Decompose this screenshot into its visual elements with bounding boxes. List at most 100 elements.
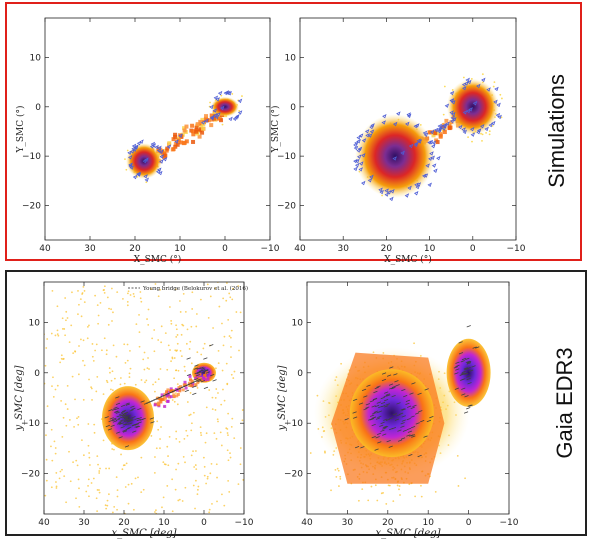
star-point	[481, 139, 483, 142]
star-point	[166, 445, 169, 448]
star-point	[52, 376, 54, 379]
proper-motion-vector	[120, 411, 126, 414]
star-point	[215, 463, 218, 466]
star-point	[197, 485, 200, 488]
proper-motion-vector	[127, 426, 132, 429]
proper-motion-vector	[464, 372, 469, 375]
velocity-vector	[354, 162, 360, 168]
star-point	[171, 356, 174, 359]
velocity-vector	[384, 188, 389, 193]
star-point	[121, 468, 124, 471]
proper-motion-vector	[389, 387, 394, 390]
star-point	[98, 489, 100, 491]
density-cell	[200, 117, 205, 122]
velocity-vector	[353, 166, 358, 172]
velocity-vector	[416, 182, 422, 187]
bridge-cell	[201, 378, 205, 382]
star-point	[66, 317, 69, 319]
star-point	[78, 303, 80, 306]
star-point	[142, 358, 145, 361]
star-point	[214, 397, 217, 399]
star-point	[102, 393, 105, 396]
velocity-vector	[389, 196, 394, 202]
star-point	[186, 434, 189, 437]
star-point	[55, 485, 58, 488]
proper-motion-vector	[372, 398, 377, 401]
velocity-vector	[166, 144, 172, 149]
proper-motion-vector	[197, 378, 202, 381]
proper-motion-vector	[126, 418, 131, 421]
star-point	[112, 344, 115, 347]
star-point	[87, 484, 89, 487]
x-axis-label: X_SMC (°)	[134, 254, 182, 265]
star-point	[66, 384, 69, 387]
velocity-vector	[174, 139, 179, 144]
velocity-vector	[131, 143, 137, 149]
proper-motion-vector	[472, 346, 477, 349]
star-point	[61, 435, 64, 438]
bridge-cell	[160, 393, 164, 397]
velocity-vector	[458, 124, 463, 130]
star-point	[223, 399, 226, 402]
proper-motion-vector	[134, 425, 139, 428]
star-point	[190, 362, 193, 365]
bridge-cell	[188, 374, 192, 378]
axes-frame	[43, 281, 245, 515]
star-point	[181, 500, 184, 502]
star-point	[175, 392, 177, 395]
velocity-vector	[353, 158, 358, 164]
velocity-vector	[226, 90, 231, 96]
proper-motion-vector	[455, 361, 460, 364]
proper-motion-vector	[193, 367, 198, 370]
x-tick-label: 40	[301, 518, 313, 528]
star-point	[90, 386, 92, 389]
proper-motion-vector	[377, 415, 382, 419]
density-cell	[191, 132, 196, 137]
proper-motion-vector	[395, 384, 400, 387]
star-point	[179, 300, 181, 302]
star-point	[171, 478, 174, 481]
bridge-cell	[182, 383, 186, 387]
y-axis-label: y_SMC [deg]	[14, 365, 25, 431]
star-point	[211, 503, 213, 505]
density-cell	[447, 126, 452, 131]
proper-motion-vector	[125, 417, 131, 420]
proper-motion-vector	[374, 404, 380, 408]
proper-motion-vector	[196, 371, 201, 375]
bridge-cell	[203, 378, 207, 382]
velocity-vector	[214, 114, 220, 120]
star-point	[492, 85, 495, 88]
star-point	[182, 455, 185, 458]
star-point	[229, 336, 232, 339]
velocity-vector	[237, 110, 243, 115]
star-point	[126, 149, 129, 152]
star-point	[226, 432, 229, 434]
star-point	[420, 484, 422, 487]
proper-motion-vector	[117, 422, 122, 425]
proper-motion-vector	[203, 386, 209, 389]
velocity-vector	[476, 129, 481, 135]
star-point	[153, 511, 156, 513]
star-point	[222, 344, 225, 347]
proper-motion-vector	[455, 364, 460, 367]
star-point	[125, 168, 128, 171]
proper-motion-vector	[396, 402, 401, 405]
star-point	[96, 304, 99, 307]
velocity-vector	[178, 133, 183, 138]
proper-motion-vector	[461, 357, 467, 361]
star-point	[231, 93, 234, 95]
star-point	[177, 369, 180, 372]
star-point	[228, 335, 231, 337]
density-cell	[175, 142, 180, 147]
star-point	[500, 97, 503, 100]
x-tick-label: 30	[337, 244, 349, 254]
star-point	[78, 487, 80, 490]
star-point	[54, 447, 57, 449]
star-point	[130, 482, 133, 485]
star-point	[229, 296, 232, 299]
velocity-vector	[437, 123, 443, 129]
proper-motion-vector	[353, 398, 358, 401]
proper-motion-vector	[131, 416, 136, 419]
proper-motion-vector	[193, 378, 199, 381]
